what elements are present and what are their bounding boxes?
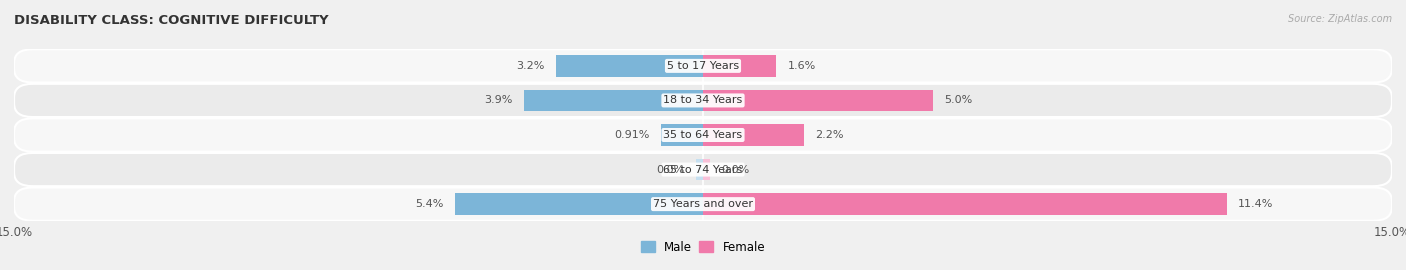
Text: 3.9%: 3.9%	[484, 95, 512, 106]
Bar	[703, 124, 804, 146]
Text: 11.4%: 11.4%	[1239, 199, 1274, 209]
Text: 65 to 74 Years: 65 to 74 Years	[664, 164, 742, 175]
FancyBboxPatch shape	[14, 119, 1392, 151]
FancyBboxPatch shape	[14, 153, 1392, 186]
Bar	[555, 55, 703, 77]
Bar	[703, 159, 710, 180]
Text: 5 to 17 Years: 5 to 17 Years	[666, 61, 740, 71]
FancyBboxPatch shape	[14, 84, 1392, 117]
Text: 5.4%: 5.4%	[415, 199, 443, 209]
Text: 35 to 64 Years: 35 to 64 Years	[664, 130, 742, 140]
Bar	[703, 193, 1226, 215]
Text: 2.2%: 2.2%	[815, 130, 844, 140]
Text: 0.0%: 0.0%	[721, 164, 749, 175]
Bar	[661, 124, 703, 146]
Bar	[703, 90, 932, 111]
Text: DISABILITY CLASS: COGNITIVE DIFFICULTY: DISABILITY CLASS: COGNITIVE DIFFICULTY	[14, 14, 329, 26]
Bar	[703, 55, 776, 77]
Bar	[524, 90, 703, 111]
Text: 0.91%: 0.91%	[614, 130, 650, 140]
Text: 5.0%: 5.0%	[945, 95, 973, 106]
Legend: Male, Female: Male, Female	[641, 241, 765, 254]
Text: 75 Years and over: 75 Years and over	[652, 199, 754, 209]
Bar	[696, 159, 703, 180]
Text: Source: ZipAtlas.com: Source: ZipAtlas.com	[1288, 14, 1392, 23]
Text: 0.0%: 0.0%	[657, 164, 685, 175]
FancyBboxPatch shape	[14, 188, 1392, 221]
Text: 18 to 34 Years: 18 to 34 Years	[664, 95, 742, 106]
Bar	[456, 193, 703, 215]
Text: 1.6%: 1.6%	[787, 61, 817, 71]
Text: 3.2%: 3.2%	[516, 61, 544, 71]
FancyBboxPatch shape	[14, 49, 1392, 82]
